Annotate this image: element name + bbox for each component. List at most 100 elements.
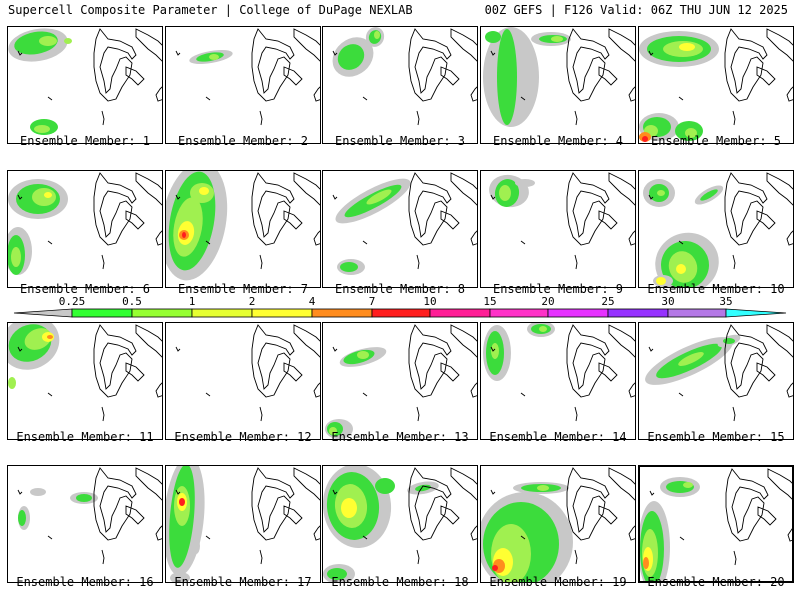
scp-contour-area [491,343,499,359]
scp-contour-area [337,44,365,70]
colorbar-tick-label: 20 [541,295,555,308]
lake-outline [450,28,477,62]
lake-outline [135,324,162,358]
colorbar-tick-label: 2 [248,295,256,308]
scp-contour-area [643,557,649,569]
scp-field-map [8,323,162,422]
ensemble-member-caption: Ensemble Member: 20 [647,575,785,589]
colorbar-segment [251,308,313,318]
ensemble-member-caption: Ensemble Member: 8 [334,282,466,296]
lake-outline [598,505,618,525]
water-body-outline [574,110,578,126]
lake-outline [628,230,635,246]
lake-outline [155,86,162,102]
ensemble-map-panel [7,170,163,288]
water-body-outline [17,346,23,352]
lake-outline [293,324,320,358]
colorbar-tick-label: 30 [661,295,675,308]
scp-contour-area [357,351,369,359]
scp-contour-area [199,187,209,195]
water-body-outline [520,96,526,101]
water-body-outline [649,490,655,496]
lake-outline [470,86,477,102]
water-body-outline [490,194,496,200]
ensemble-member-caption: Ensemble Member: 17 [174,575,312,589]
scp-contour-area [497,29,517,125]
water-body-outline [17,194,23,200]
water-body-outline [332,346,338,352]
water-body-outline [362,96,368,101]
lake-outline [756,66,776,86]
ensemble-map-panel [165,465,321,583]
scp-contour-area [656,277,666,285]
lake-outline [628,525,635,541]
water-body-outline [520,240,526,245]
lake-outline [628,382,635,398]
lake-outline [724,172,768,246]
ensemble-map-panel [638,26,794,144]
water-body-outline [362,535,368,540]
scp-field-map [483,27,635,127]
water-body-outline [47,96,53,101]
lake-outline [470,525,477,541]
water-body-outline [47,392,53,397]
scp-field-map [643,172,793,287]
water-body-outline [490,489,496,495]
ensemble-map-panel [322,26,478,144]
water-body-outline [416,406,420,422]
scp-contour-area [11,247,21,267]
water-body-outline [733,550,737,566]
lake-outline [608,324,635,358]
scp-field-map [489,172,635,270]
lake-outline [313,382,320,398]
lake-outline [724,324,768,398]
water-body-outline [175,50,181,56]
water-body-outline [574,549,578,565]
lake-outline [766,28,793,62]
scp-field-map [323,466,477,582]
water-body-outline [175,346,181,352]
colorbar-segment [13,308,73,318]
lake-outline [450,172,477,206]
colorbar-segment [191,308,253,318]
scp-contour-area [44,192,52,198]
water-body-outline [678,240,684,245]
lake-outline [125,505,145,525]
lake-outline [283,362,303,382]
water-body-outline [332,489,338,495]
scp-field-map [8,172,162,275]
scp-contour-area [642,136,648,142]
ensemble-map-panel [322,170,478,288]
lake-outline [440,66,460,86]
ensemble-map-panel [638,322,794,440]
scp-contour-area [551,36,563,42]
lake-outline [566,467,610,541]
water-body-outline [732,406,736,422]
scp-contour-area [18,510,26,526]
lake-outline [608,28,635,62]
water-body-outline [205,240,211,245]
water-body-outline [101,406,105,422]
water-body-outline [678,96,684,101]
lake-outline [251,467,295,541]
water-body-outline [648,50,654,56]
scp-contour-area [327,568,347,580]
scp-contour-area [539,326,547,332]
water-body-outline [259,406,263,422]
scp-contour-area [182,232,186,238]
scp-field-map [332,172,477,275]
lake-outline [598,66,618,86]
colorbar-tick-label: 1 [188,295,196,308]
ensemble-map-panel [7,26,163,144]
lake-outline [725,468,769,542]
colorbar-tick-label: 4 [308,295,316,308]
ensemble-member-caption: Ensemble Member: 18 [331,575,469,589]
water-body-outline [332,194,338,200]
lake-outline [313,525,320,541]
ensemble-member-caption: Ensemble Member: 11 [16,430,154,444]
scp-contour-area [192,538,200,554]
lake-outline [787,528,792,542]
water-body-outline [574,254,578,270]
lake-outline [155,230,162,246]
scp-contour-area [537,485,549,491]
